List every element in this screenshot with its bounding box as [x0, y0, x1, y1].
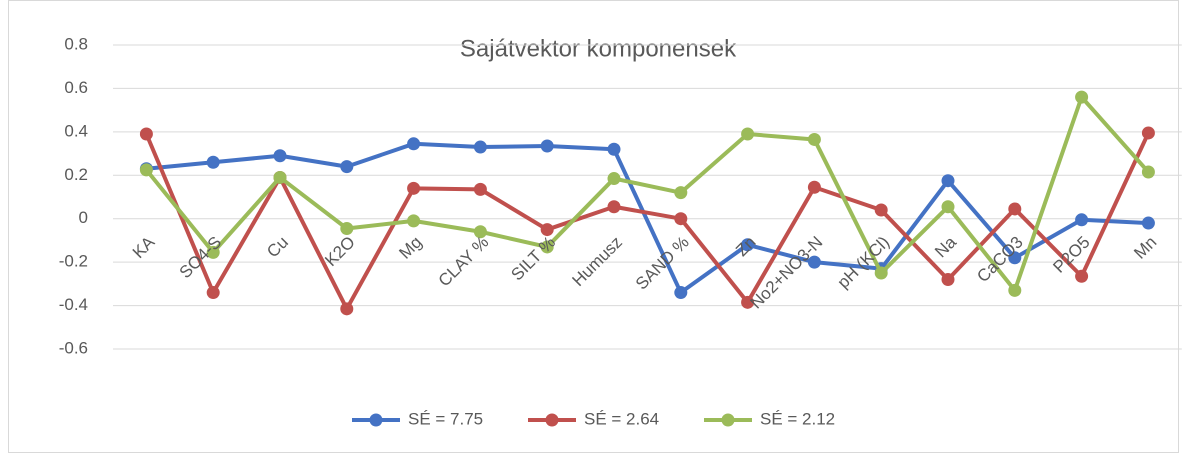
- data-point: [206, 245, 220, 259]
- y-tick-label: 0.8: [64, 34, 88, 53]
- data-point: [540, 139, 554, 153]
- data-point: [1008, 251, 1022, 265]
- data-point: [340, 221, 354, 235]
- data-point: [273, 149, 287, 163]
- data-point: [473, 182, 487, 196]
- data-point: [674, 286, 688, 300]
- y-tick-label: -0.6: [59, 338, 88, 357]
- data-point: [941, 174, 955, 188]
- data-point: [607, 142, 621, 156]
- y-tick-label: 0.6: [64, 78, 88, 97]
- legend-label: SÉ = 7.75: [408, 409, 483, 428]
- data-point: [340, 302, 354, 316]
- chart-border: [8, 0, 1179, 453]
- data-point: [206, 286, 220, 300]
- series-line: [144, 132, 1151, 311]
- legend-label: SÉ = 2.12: [760, 409, 835, 428]
- y-tick-label: 0: [79, 208, 88, 227]
- data-point: [741, 295, 755, 309]
- data-point: [1008, 283, 1022, 297]
- data-point: [1075, 90, 1089, 104]
- data-point: [407, 181, 421, 195]
- data-point: [473, 225, 487, 239]
- data-point: [139, 127, 153, 141]
- data-point: [340, 160, 354, 174]
- data-point: [473, 140, 487, 154]
- data-point: [674, 212, 688, 226]
- data-point: [874, 266, 888, 280]
- data-point: [1075, 269, 1089, 283]
- y-tick-label: -0.4: [59, 295, 88, 314]
- legend-marker: [369, 413, 383, 427]
- data-point: [1141, 126, 1155, 140]
- data-point: [540, 223, 554, 237]
- legend-marker: [721, 413, 735, 427]
- series-line: [144, 95, 1150, 293]
- data-point: [540, 240, 554, 254]
- data-point: [874, 203, 888, 217]
- data-point: [807, 255, 821, 269]
- data-point: [1008, 202, 1022, 216]
- data-point: [741, 127, 755, 141]
- data-point: [407, 137, 421, 151]
- data-point: [1075, 213, 1089, 227]
- data-point: [741, 238, 755, 252]
- data-point: [139, 163, 153, 177]
- data-point: [607, 172, 621, 186]
- data-point: [807, 180, 821, 194]
- y-tick-label: 0.2: [64, 165, 88, 184]
- chart-title: Sajátvektor komponensek: [460, 35, 737, 62]
- legend-label: SÉ = 2.64: [584, 409, 659, 428]
- data-point: [941, 273, 955, 287]
- data-point: [407, 214, 421, 228]
- legend-marker: [545, 413, 559, 427]
- data-point: [674, 186, 688, 200]
- series-line: [146, 141, 1149, 295]
- data-point: [1141, 165, 1155, 179]
- data-point: [941, 200, 955, 214]
- data-point: [206, 155, 220, 169]
- data-point: [1141, 216, 1155, 230]
- y-tick-label: 0.4: [64, 121, 88, 140]
- y-tick-label: -0.2: [59, 252, 88, 271]
- data-point: [807, 132, 821, 146]
- data-point: [273, 170, 287, 184]
- data-point: [607, 200, 621, 214]
